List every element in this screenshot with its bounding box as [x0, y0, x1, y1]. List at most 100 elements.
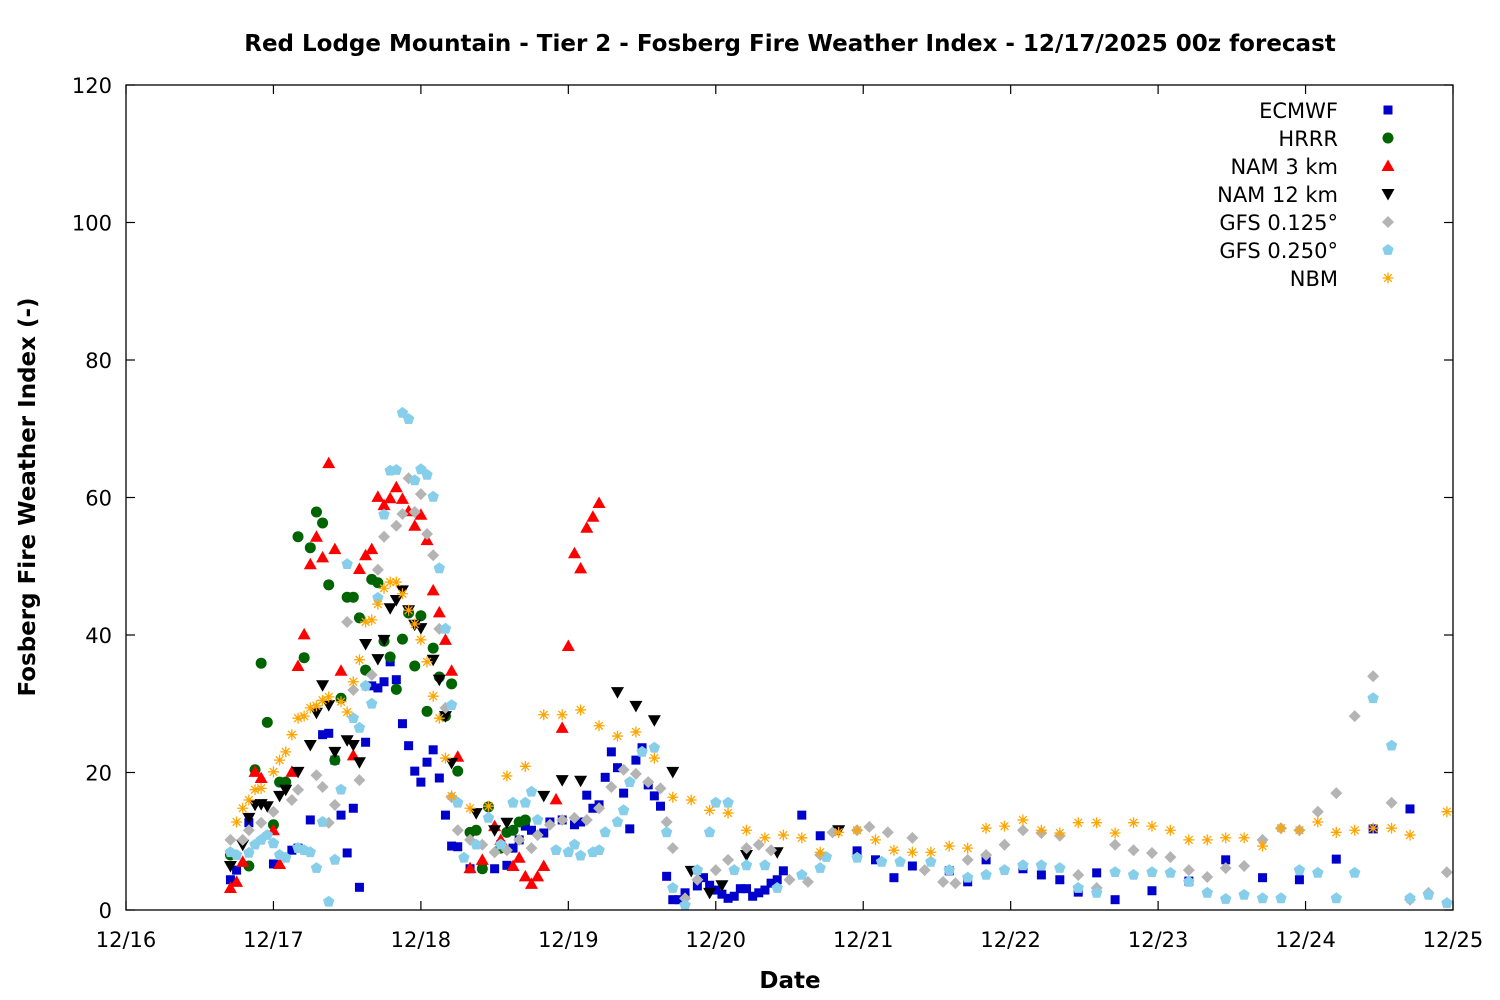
- data-point: [1349, 824, 1361, 836]
- data-point: [925, 846, 937, 858]
- data-point: [248, 765, 262, 777]
- data-point: [1017, 814, 1029, 826]
- data-point: [531, 813, 544, 825]
- data-point: [396, 508, 409, 520]
- x-tick-label: 12/21: [833, 928, 894, 952]
- data-point: [617, 763, 630, 776]
- data-point: [814, 846, 826, 858]
- data-point: [416, 777, 426, 787]
- data-point: [304, 702, 316, 714]
- y-tick-label: 80: [85, 349, 112, 373]
- data-point: [1109, 827, 1121, 839]
- data-point: [814, 862, 826, 873]
- data-point: [1072, 817, 1084, 829]
- data-point: [298, 710, 310, 722]
- data-point: [1146, 820, 1158, 832]
- data-point: [759, 832, 771, 844]
- y-tick-label: 100: [72, 212, 112, 236]
- data-point: [710, 796, 722, 808]
- data-point: [292, 531, 304, 543]
- data-point: [1110, 895, 1120, 905]
- data-point: [766, 878, 776, 888]
- data-point: [317, 517, 329, 529]
- data-point: [943, 840, 955, 852]
- data-point: [359, 679, 372, 691]
- data-point: [409, 618, 421, 630]
- data-point: [403, 604, 415, 616]
- data-point: [611, 816, 624, 827]
- data-point: [815, 831, 825, 841]
- data-point: [379, 677, 389, 687]
- data-point: [1219, 862, 1232, 875]
- data-point: [796, 868, 808, 880]
- x-tick-label: 12/18: [391, 928, 452, 952]
- data-point: [820, 851, 833, 862]
- data-point: [402, 413, 415, 424]
- data-point: [1035, 859, 1048, 871]
- data-point: [1404, 892, 1416, 904]
- data-point: [391, 675, 401, 685]
- data-point: [421, 527, 434, 540]
- data-point: [285, 794, 298, 806]
- data-point: [428, 745, 438, 755]
- data-point: [870, 834, 882, 846]
- data-point: [274, 754, 286, 766]
- data-point: [446, 678, 458, 690]
- series-hrrr: [224, 506, 531, 875]
- data-point: [371, 654, 385, 666]
- data-point: [580, 521, 594, 533]
- data-point: [279, 784, 293, 797]
- data-point: [231, 816, 243, 828]
- data-point: [359, 548, 373, 561]
- data-point: [236, 833, 249, 846]
- data-point: [748, 891, 758, 901]
- data-point: [679, 892, 692, 905]
- data-point: [525, 842, 538, 855]
- data-point: [438, 633, 452, 645]
- data-point: [754, 888, 764, 898]
- data-point: [888, 844, 900, 856]
- data-point: [918, 864, 931, 877]
- data-point: [783, 873, 796, 886]
- data-point: [427, 549, 440, 562]
- data-point: [851, 851, 863, 863]
- data-point: [390, 683, 402, 695]
- data-point: [1147, 886, 1157, 896]
- data-point: [286, 729, 298, 741]
- data-point: [624, 776, 636, 787]
- data-point: [568, 811, 581, 824]
- data-point: [267, 837, 280, 849]
- data-point: [303, 557, 317, 570]
- data-point: [556, 813, 569, 826]
- legend-marker-triangle-down-icon: [1381, 189, 1395, 201]
- data-point: [711, 885, 721, 895]
- data-point: [427, 642, 439, 654]
- data-point: [318, 730, 328, 740]
- data-point: [501, 770, 513, 782]
- data-point: [373, 683, 383, 693]
- data-point: [550, 844, 562, 855]
- data-point: [717, 889, 727, 899]
- data-point: [629, 767, 642, 780]
- data-point: [937, 875, 950, 888]
- data-point: [322, 456, 336, 469]
- data-point: [1385, 796, 1398, 809]
- data-point: [359, 638, 373, 651]
- data-point: [525, 785, 538, 797]
- data-point: [1127, 844, 1140, 857]
- data-point: [254, 771, 268, 783]
- data-point: [728, 864, 740, 875]
- data-point: [316, 816, 329, 827]
- data-point: [592, 496, 606, 508]
- data-point: [328, 542, 342, 555]
- data-point: [224, 833, 237, 846]
- data-point: [777, 829, 789, 841]
- data-point: [538, 709, 550, 721]
- data-point: [593, 802, 606, 815]
- data-point: [765, 844, 778, 857]
- data-point: [482, 800, 494, 812]
- data-point: [260, 801, 274, 813]
- data-point: [599, 826, 611, 838]
- data-point: [512, 851, 526, 863]
